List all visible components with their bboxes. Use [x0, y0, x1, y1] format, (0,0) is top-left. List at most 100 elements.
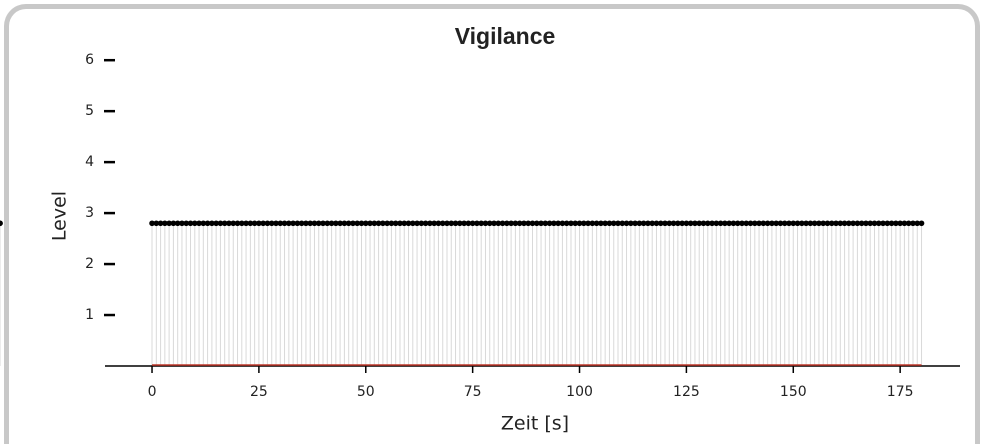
stem-marker: [662, 220, 668, 227]
stem-marker: [696, 220, 703, 227]
stem-marker: [217, 220, 224, 227]
x-tick-label: 100: [566, 384, 593, 400]
stem-marker: [234, 220, 241, 227]
stem-marker: [824, 220, 831, 227]
stem-marker: [858, 220, 865, 227]
stem-marker: [183, 220, 190, 227]
stem-marker: [739, 220, 745, 227]
stem-marker: [170, 220, 177, 227]
stem-marker: [422, 220, 429, 227]
stem-marker: [888, 220, 895, 227]
stem-marker: [828, 220, 835, 227]
stem-marker: [628, 220, 634, 227]
stem-marker: [204, 220, 211, 227]
stem-marker: [781, 220, 788, 227]
panel-frame: [4, 4, 980, 444]
stem-marker: [410, 220, 416, 227]
stem-marker: [657, 220, 664, 227]
stem-marker: [174, 220, 181, 227]
stem-marker: [551, 220, 557, 227]
stem-marker: [512, 220, 519, 227]
x-axis-label: Zeit [s]: [501, 413, 569, 435]
stem-marker: [764, 220, 771, 227]
stem-marker: [734, 220, 741, 227]
stem-marker: [901, 220, 908, 227]
stem-marker: [542, 220, 549, 227]
stem-marker: [893, 220, 899, 227]
stem-marker: [191, 220, 198, 227]
stem-marker: [504, 220, 510, 227]
stem-marker: [786, 220, 792, 227]
stem-marker: [572, 220, 579, 227]
stem-marker: [863, 220, 869, 227]
stem-marker: [247, 220, 254, 227]
stem-marker: [345, 220, 352, 227]
stem-marker: [880, 220, 886, 227]
stem-marker: [730, 220, 737, 227]
stem-marker: [311, 220, 318, 227]
stem-marker: [807, 220, 814, 227]
stem-marker: [358, 220, 365, 227]
stem-marker: [743, 220, 750, 227]
stem-marker: [457, 220, 463, 227]
stem-marker: [414, 220, 420, 227]
x-tick-label: 75: [464, 384, 482, 400]
stem-marker: [563, 220, 570, 227]
stem-marker: [380, 220, 386, 227]
stem-marker: [816, 220, 822, 227]
stem-marker: [833, 220, 839, 227]
stem-marker: [439, 220, 446, 227]
stem-marker: [333, 220, 339, 227]
stem-marker: [533, 220, 540, 227]
stem-marker: [221, 220, 228, 227]
stem-marker: [405, 220, 412, 227]
stem-marker: [495, 220, 502, 227]
stem-marker: [722, 220, 728, 227]
stem-marker: [397, 220, 403, 227]
stem-marker: [431, 220, 437, 227]
stem-marker: [277, 220, 284, 227]
stem-marker: [593, 220, 600, 227]
stem-marker: [307, 220, 314, 227]
stem-marker: [209, 220, 215, 227]
y-tick-label: 3: [85, 205, 94, 221]
x-tick-label: 25: [250, 384, 268, 400]
stem-marker: [794, 220, 801, 227]
stem-marker: [653, 220, 660, 227]
stem-marker: [581, 220, 587, 227]
stem-marker: [769, 220, 775, 227]
stem-marker: [516, 220, 523, 227]
stem-marker: [568, 220, 574, 227]
x-tick-label: 150: [780, 384, 807, 400]
stem-marker: [157, 220, 164, 227]
stem-marker: [239, 220, 245, 227]
stem-marker: [486, 220, 493, 227]
stem-marker: [555, 220, 561, 227]
stem-marker: [598, 220, 604, 227]
stem-marker: [162, 220, 168, 227]
stem-marker: [585, 220, 591, 227]
stem-marker: [187, 220, 194, 227]
stem-marker: [179, 220, 185, 227]
stem-marker: [559, 220, 566, 227]
stem-marker: [371, 220, 378, 227]
stem-marker: [243, 220, 249, 227]
stem-marker: [704, 220, 711, 227]
stem-marker: [884, 220, 891, 227]
stem-marker: [260, 220, 266, 227]
stem-marker: [837, 220, 844, 227]
stem-marker: [508, 220, 514, 227]
stem-marker: [709, 220, 715, 227]
stem-marker: [384, 220, 390, 227]
stem-marker: [303, 220, 309, 227]
stem-marker: [337, 220, 343, 227]
stem-marker: [461, 220, 467, 227]
stem-marker: [914, 220, 921, 227]
stem-marker: [811, 220, 818, 227]
stem-marker: [375, 220, 382, 227]
stem-marker: [752, 220, 758, 227]
stem-marker: [362, 220, 369, 227]
y-tick-label: 1: [85, 307, 94, 323]
stem-marker: [875, 220, 882, 227]
stem-marker: [756, 220, 762, 227]
